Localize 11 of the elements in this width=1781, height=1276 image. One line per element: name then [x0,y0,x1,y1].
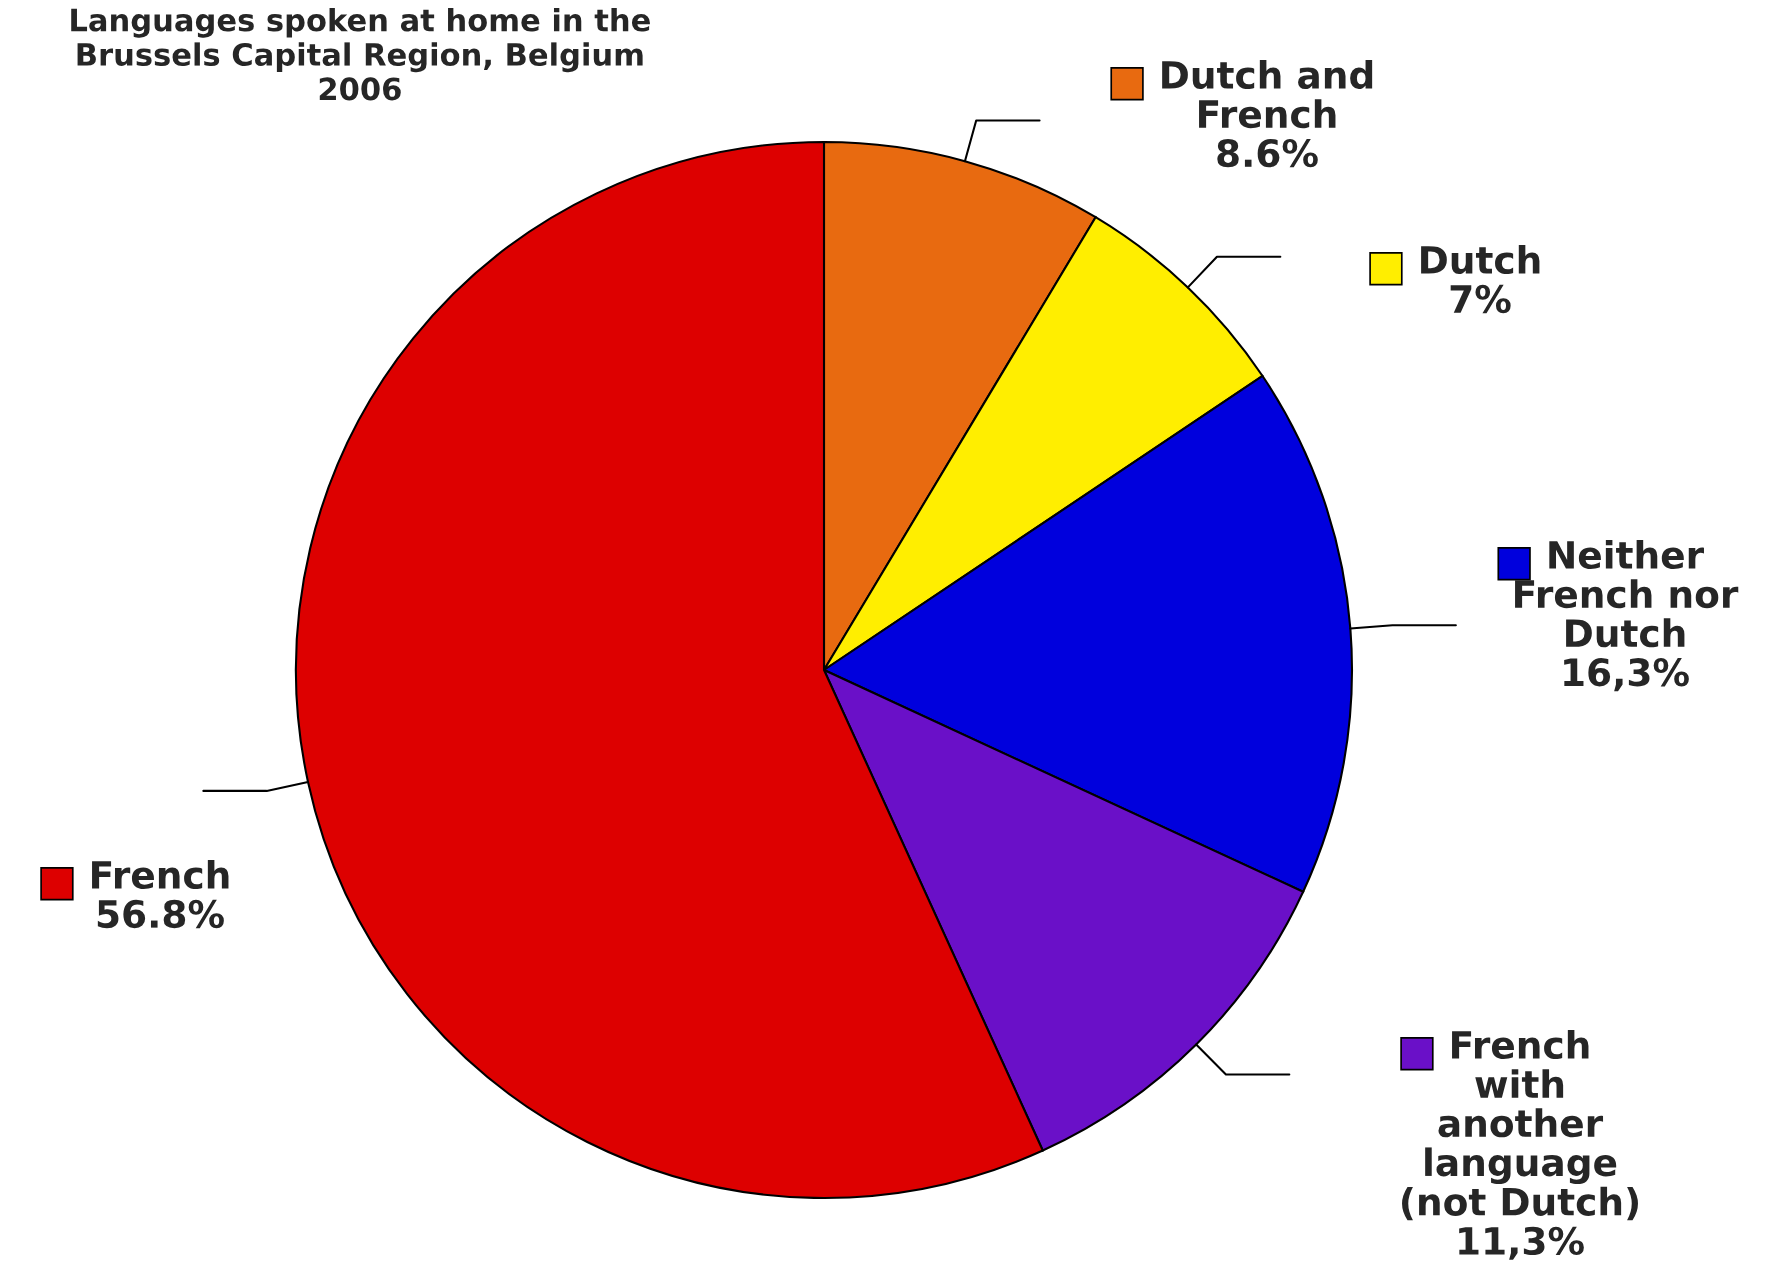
data-label: 16,3% [1564,658,1689,692]
chart-title: Languages spoken at home in the Brussels Capital Region, Belgium 2006 [71,7,650,101]
data-label: 7% [1450,284,1511,314]
legend-label: French [92,860,229,890]
legend-label: Dutch and French [1162,60,1373,129]
data-label: 11,3% [1459,1226,1584,1260]
legend-label: French with another language (not Dutch) [1402,1030,1638,1221]
legend-label: Neither French nor Dutch [1515,540,1739,648]
data-label: 8.6% [1217,138,1318,168]
legend-label: Dutch [1421,245,1540,275]
data-label: 56.8% [97,899,224,929]
